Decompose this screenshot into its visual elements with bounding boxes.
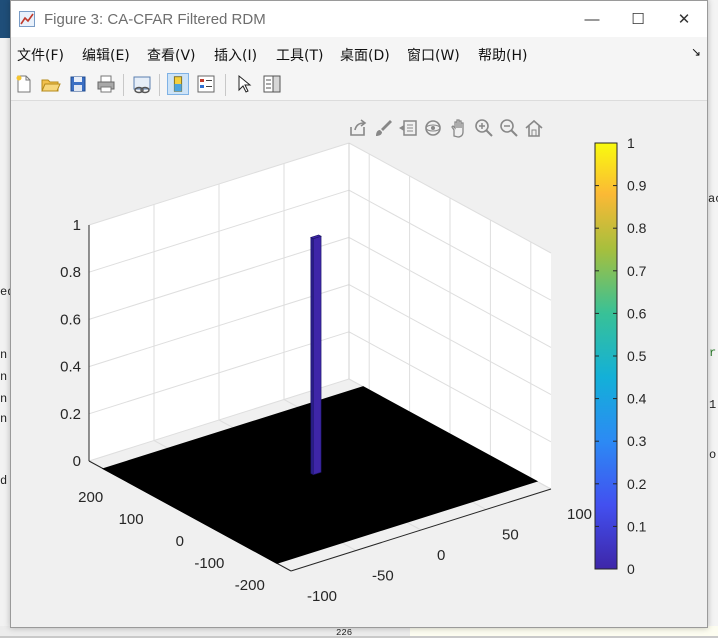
menu-help[interactable]: 帮助(H) xyxy=(478,48,528,64)
x-tick-label: 100 xyxy=(567,506,592,523)
y-tick-label: 100 xyxy=(119,511,144,528)
minimize-button[interactable]: — xyxy=(569,1,615,37)
new-figure-icon[interactable] xyxy=(13,73,35,95)
colorbar-tick-label: 0.3 xyxy=(627,433,647,449)
figure-canvas: 0 0.2 0.4 0.6 0.8 1 -200 -100 0 100 200 -100 -50 0 5… xyxy=(11,101,707,627)
x-tick-label: -50 xyxy=(372,568,394,585)
y-axis-tick-labels: -200 -100 0 100 200 xyxy=(78,489,265,594)
toolbar-separator xyxy=(159,74,160,96)
menu-tools[interactable]: 工具(T) xyxy=(276,48,324,64)
background-app-header xyxy=(0,0,12,38)
colorbar-tick-label: 0.5 xyxy=(627,348,647,364)
y-tick-label: 200 xyxy=(78,489,103,506)
minimize-icon: — xyxy=(584,10,600,28)
window-title: Figure 3: CA-CFAR Filtered RDM xyxy=(44,11,266,28)
menu-file[interactable]: 文件(F) xyxy=(17,48,64,64)
matlab-figure-icon xyxy=(19,11,35,27)
x-axis-tick-labels: -100 -50 0 50 100 xyxy=(307,506,592,605)
maximize-icon: ☐ xyxy=(631,11,645,28)
x-axis-line xyxy=(290,488,552,572)
surface-floor xyxy=(101,386,539,564)
colorbar-tick-label: 0.4 xyxy=(627,391,647,407)
z-tick-label: 0 xyxy=(73,453,81,470)
background-text-fragment: ac xyxy=(708,192,718,206)
z-tick-label: 0.8 xyxy=(60,264,81,281)
peak-top[interactable] xyxy=(310,234,322,240)
toolbar-separator xyxy=(225,74,226,96)
menu-window[interactable]: 窗口(W) xyxy=(407,48,460,64)
colorbar-tick-label: 0.2 xyxy=(627,476,647,492)
close-icon: ✕ xyxy=(677,11,691,28)
property-inspector-icon[interactable] xyxy=(261,73,283,95)
background-text-fragment: 226 xyxy=(336,628,353,638)
x-tick-label: -100 xyxy=(307,588,337,605)
x-tick-label: 0 xyxy=(437,547,445,564)
colorbar-tick-label: 0 xyxy=(627,561,635,577)
close-button[interactable]: ✕ xyxy=(661,1,707,37)
background-app-right xyxy=(708,0,718,636)
colorbar-tick-label: 0.9 xyxy=(627,178,647,194)
z-tick-label: 0.2 xyxy=(60,406,81,423)
background-text-fragment: 1 xyxy=(709,398,717,412)
menu-edit[interactable]: 编辑(E) xyxy=(82,48,130,64)
colorbar-tick-label: 0.1 xyxy=(627,518,647,534)
colorbar-tick-label: 0.8 xyxy=(627,220,647,236)
colorbar[interactable]: 0 0.1 0.2 0.3 0.4 0.5 0.6 0.7 0.8 0.9 1 xyxy=(594,135,647,577)
legend-toggle-icon[interactable] xyxy=(195,73,217,95)
open-file-icon[interactable] xyxy=(39,73,61,95)
menu-view[interactable]: 查看(V) xyxy=(147,48,196,64)
surface-peak[interactable] xyxy=(310,234,322,476)
menu-desktop[interactable]: 桌面(D) xyxy=(340,48,390,64)
surface-plot[interactable]: 0 0.2 0.4 0.6 0.8 1 -200 -100 0 100 200 -100 -50 0 5… xyxy=(11,101,707,627)
z-tick-label: 1 xyxy=(73,217,81,234)
menu-insert[interactable]: 插入(I) xyxy=(214,48,258,64)
colorbar-toggle-icon[interactable] xyxy=(167,73,189,95)
colorbar-tick-label: 0.6 xyxy=(627,305,647,321)
maximize-button[interactable]: ☐ xyxy=(615,1,661,37)
background-text-fragment: o xyxy=(709,448,717,462)
background-text-fragment: n xyxy=(0,392,8,406)
peak-face[interactable] xyxy=(310,236,314,476)
datatip-icon[interactable] xyxy=(397,117,419,139)
background-text-fragment: n xyxy=(0,412,8,426)
background-text-fragment: n xyxy=(0,370,8,384)
rotate-3d-icon[interactable] xyxy=(422,117,444,139)
save-icon[interactable] xyxy=(67,73,89,95)
title-bar[interactable]: Figure 3: CA-CFAR Filtered RDM — ☐ ✕ xyxy=(11,1,707,37)
z-tick-label: 0.4 xyxy=(60,359,81,376)
dock-arrow-icon[interactable]: ↘ xyxy=(690,45,701,59)
y-tick-label: -200 xyxy=(235,577,265,594)
colorbar-tick-label: 0.7 xyxy=(627,263,647,279)
link-plot-icon[interactable] xyxy=(131,73,153,95)
background-text-fragment: n xyxy=(0,348,8,362)
zoom-in-icon[interactable] xyxy=(473,117,495,139)
figure-window: Figure 3: CA-CFAR Filtered RDM — ☐ ✕ 文件(… xyxy=(10,0,708,628)
edit-plot-icon[interactable] xyxy=(233,73,255,95)
zoom-out-icon[interactable] xyxy=(498,117,520,139)
home-icon[interactable] xyxy=(523,117,545,139)
colorbar-tick-label: 1 xyxy=(627,135,635,151)
background-editor-strip xyxy=(410,626,718,636)
figure-toolbar xyxy=(11,69,707,101)
peak-face[interactable] xyxy=(312,235,322,476)
y-tick-label: 0 xyxy=(176,533,184,550)
export-icon[interactable] xyxy=(347,117,369,139)
background-text-fragment: d xyxy=(0,474,8,488)
z-axis-tick-labels: 0 0.2 0.4 0.6 0.8 1 xyxy=(60,217,81,470)
toolbar-separator xyxy=(123,74,124,96)
brush-icon[interactable] xyxy=(373,117,395,139)
menu-bar: 文件(F) 编辑(E) 查看(V) 插入(I) 工具(T) 桌面(D) 窗口(W… xyxy=(11,37,707,69)
print-icon[interactable] xyxy=(95,73,117,95)
background-app-left xyxy=(0,0,12,636)
background-app-bottom xyxy=(0,626,718,636)
background-text-fragment: r xyxy=(709,346,717,360)
x-tick-label: 50 xyxy=(502,527,519,544)
y-tick-label: -100 xyxy=(194,555,224,572)
surface-floor-patch xyxy=(101,386,539,564)
pan-icon[interactable] xyxy=(447,117,469,139)
z-tick-label: 0.6 xyxy=(60,311,81,328)
